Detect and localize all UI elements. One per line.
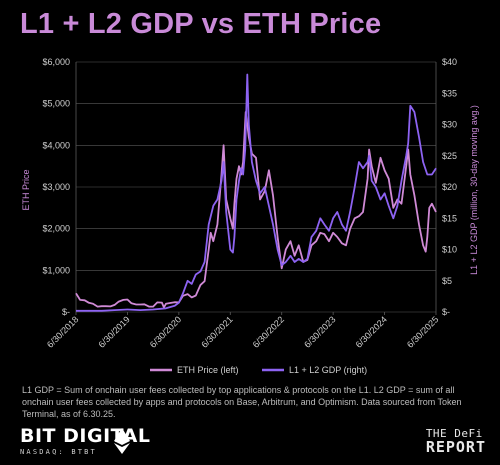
y-tick-right-label: $30 [442, 120, 457, 130]
chart-title: L1 + L2 GDP vs ETH Price [20, 8, 382, 40]
x-tick-label: 6/30/2022 [251, 314, 286, 349]
ethereum-icon [114, 428, 130, 454]
gridlines [75, 61, 437, 313]
legend-label: L1 + L2 GDP (right) [289, 365, 367, 375]
y-tick-left-label: $6,000 [42, 57, 70, 67]
series-layer [75, 73, 437, 312]
y-tick-left-label: $3,000 [42, 182, 70, 192]
bit-digital-name: BIT DIGITAL [20, 425, 151, 447]
x-tick-label: 6/30/2020 [148, 314, 183, 349]
series-gdp-line [76, 73, 437, 312]
y-axis-left-ticks: $- $1,000 $2,000 $3,000 $4,000 $5,000 $6,000 [42, 57, 70, 317]
legend: ETH Price (left) L1 + L2 GDP (right) [150, 365, 367, 375]
footnote: L1 GDP = Sum of onchain user fees collec… [22, 385, 462, 419]
y-tick-right-label: $25 [442, 151, 457, 161]
bit-digital-logo: BIT DIGITAL NASDAQ: BTBT [20, 425, 150, 456]
x-tick-label: 6/30/2021 [199, 314, 234, 349]
x-tick-label: 6/30/2018 [45, 314, 80, 349]
y-tick-left-label: $2,000 [42, 224, 70, 234]
y-tick-left-label: $1,000 [42, 265, 70, 275]
y-tick-left-label: $- [62, 307, 70, 317]
x-tick-label: 6/30/2025 [405, 314, 440, 349]
y-tick-right-label: $5 [442, 276, 452, 286]
x-tick-label: 6/30/2023 [302, 314, 337, 349]
series-eth-price-line [75, 111, 437, 309]
x-axis-ticks: 6/30/2018 6/30/2019 6/30/2020 6/30/2021 6/30… [45, 312, 440, 350]
y-tick-right-label: $35 [442, 88, 457, 98]
defi-report-bottom: REPORT [425, 438, 486, 456]
y-tick-left-label: $5,000 [42, 99, 70, 109]
y-axis-right-label: L1 + L2 GDP (million, 30-day moving avg.… [469, 105, 479, 275]
y-axis-right-ticks: $- $5 $10 $15 $20 $25 $30 $35 $40 [442, 57, 457, 317]
chart-area: $- $1,000 $2,000 $3,000 $4,000 $5,000 $6,000 $… [21, 57, 479, 375]
legend-label: ETH Price (left) [177, 365, 239, 375]
defi-report-logo: THE DeFi REPORT [426, 427, 486, 455]
y-axis-left-label: ETH Price [21, 169, 31, 210]
bit-digital-ticker: NASDAQ: BTBT [20, 448, 97, 456]
y-tick-right-label: $15 [442, 213, 457, 223]
x-tick-label: 6/30/2024 [354, 314, 389, 349]
y-tick-right-label: $- [442, 307, 450, 317]
y-tick-right-label: $10 [442, 245, 457, 255]
defi-report-top: THE DeFi [425, 427, 483, 440]
y-tick-left-label: $4,000 [42, 140, 70, 150]
x-tick-label: 6/30/2019 [96, 314, 131, 349]
y-tick-right-label: $20 [442, 182, 457, 192]
y-tick-right-label: $40 [442, 57, 457, 67]
